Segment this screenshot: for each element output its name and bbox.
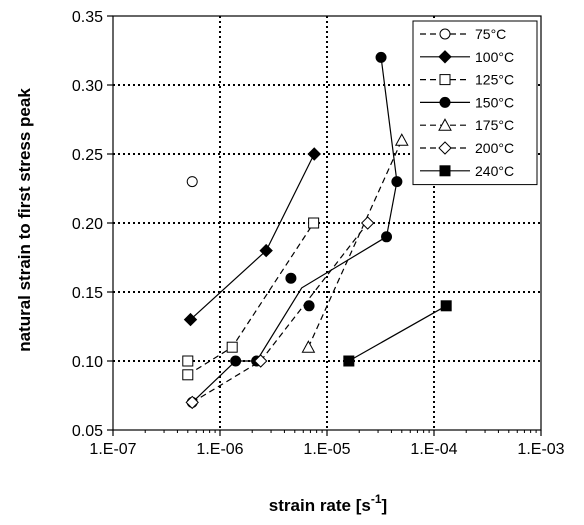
legend-label: 240°C [475,163,514,179]
series-4-point [394,133,409,146]
x-tick-label: 1.E-06 [196,441,243,458]
series-3-point [303,300,315,312]
legend-marker [439,28,451,40]
legend-label: 200°C [475,140,514,156]
series-2-point [226,341,238,353]
series-1-line [190,153,315,321]
series-5-point [253,354,268,368]
axes: 1.E-07 1.E-06 1.E-05 1.E-04 1.E-03 0.05 0.10 0.… [72,9,565,458]
legend-label: 175°C [475,117,514,133]
series-4-line [307,139,403,348]
series-2-point [308,217,320,229]
legend-marker [439,96,451,108]
y-axis-title: natural strain to first stress peak [15,88,34,352]
legend-label: 75°C [475,26,506,42]
legend-marker [439,165,451,177]
series-1-point [307,147,321,161]
y-tick-label: 0.25 [72,147,103,164]
series-markers [182,51,452,410]
series-0-point [186,176,198,188]
series-3-point [375,51,387,63]
series-2-point [182,369,194,381]
series-5-line [191,222,369,403]
series-2-point [182,355,194,367]
y-tick-label: 0.35 [72,9,103,26]
x-tick-label: 1.E-07 [89,441,136,458]
legend: 75°C 100°C 125°C 150°C 175°C 200°C 240°C [412,20,538,186]
series-6-point [440,300,452,312]
legend-label: 125°C [475,72,514,88]
legend-marker [438,118,452,131]
x-tick-label: 1.E-03 [517,441,564,458]
x-tick-label: 1.E-04 [410,441,457,458]
series-6-line [348,305,447,362]
series-5-point [360,216,375,230]
legend-marker [439,74,451,86]
y-tick-label: 0.30 [72,78,103,95]
series-3-point [381,231,393,243]
y-tick-label: 0.05 [72,423,103,440]
x-axis-title: strain rate [s-1] [269,492,387,515]
series-5-point [185,395,199,410]
series-6-point [343,355,355,367]
series-3-point [391,176,403,188]
series-4-point [301,340,316,353]
legend-label: 100°C [475,49,514,65]
series-1-point [183,312,198,327]
legend-marker [438,50,452,64]
y-tick-label: 0.10 [72,354,103,371]
x-tick-label: 1.E-05 [303,441,350,458]
legend-label: 150°C [475,94,514,110]
y-tick-label: 0.20 [72,216,103,233]
y-tick-label: 0.15 [72,285,103,302]
series-lines [187,57,447,403]
series-1-point [259,243,273,258]
legend-marker [438,141,452,155]
series-3-point [285,272,297,284]
series-3-point [230,355,242,367]
